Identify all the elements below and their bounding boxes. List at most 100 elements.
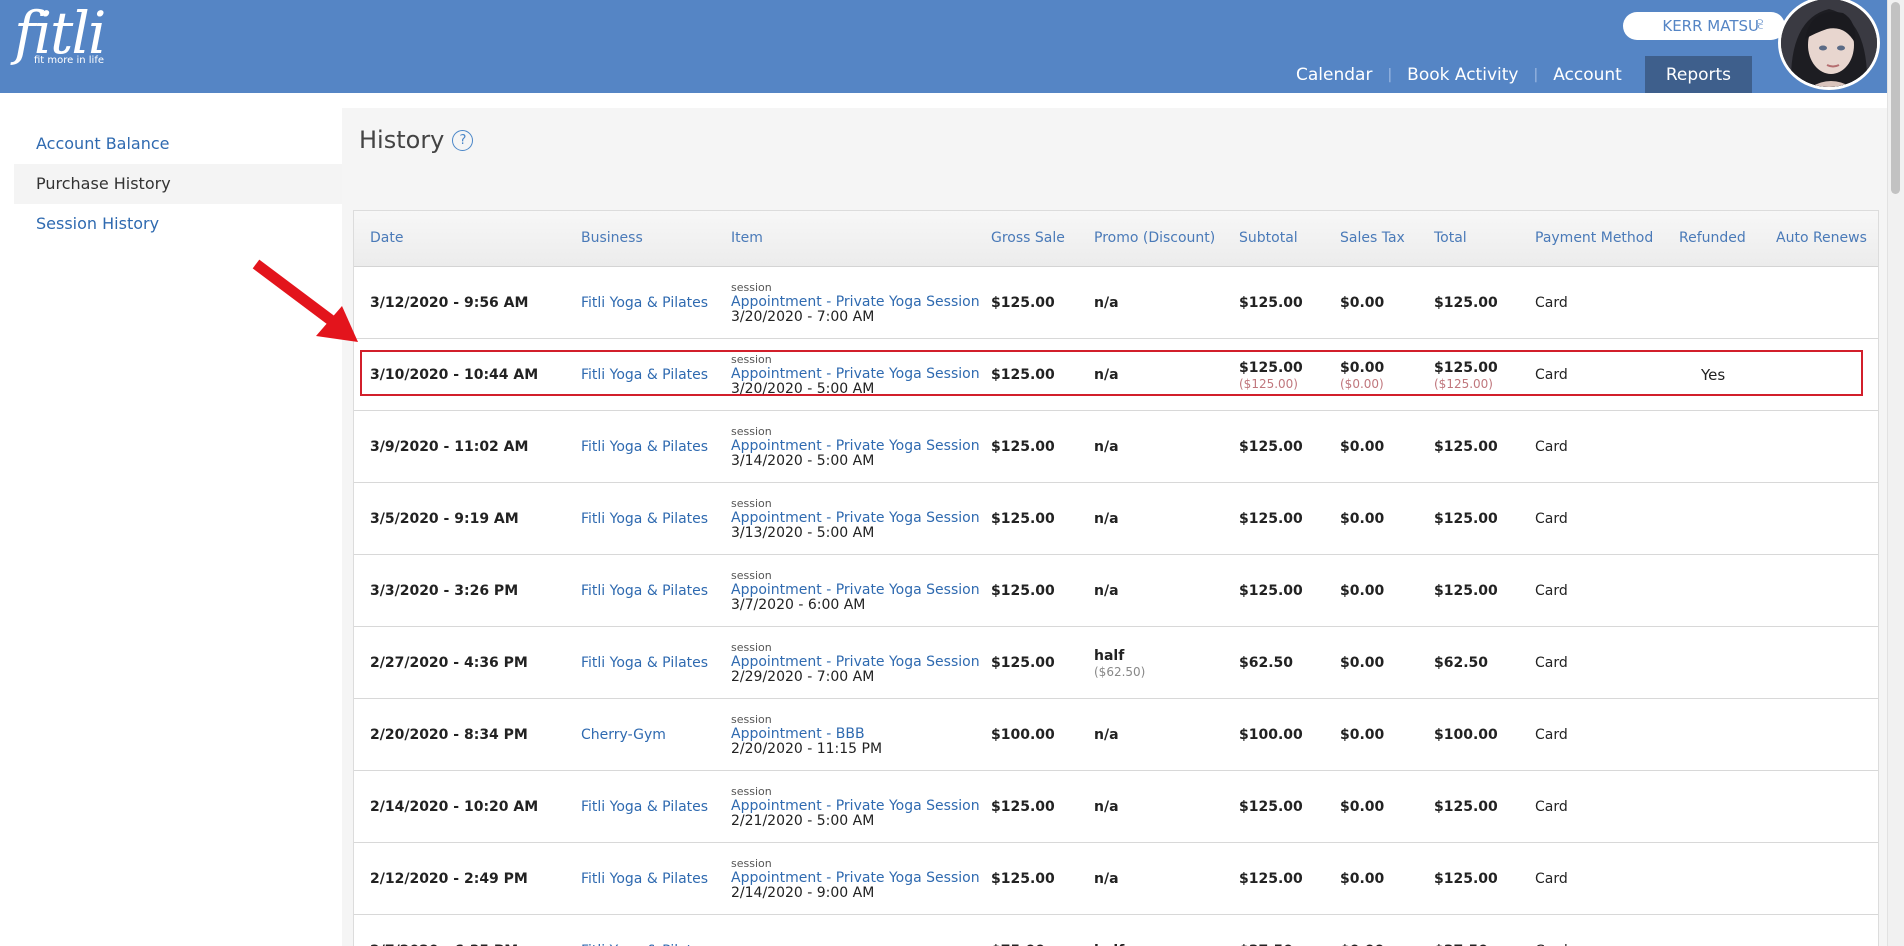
payment-method-text: Card (1535, 654, 1568, 671)
payment-method-text: Card (1535, 943, 1568, 946)
cell-payment-method: Card (1535, 267, 1568, 338)
col-total[interactable]: Total (1434, 230, 1467, 246)
sales-tax-value: $0.00 (1340, 654, 1385, 671)
promo-value: n/a (1094, 366, 1119, 383)
user-avatar[interactable] (1778, 0, 1880, 90)
col-gross-sale[interactable]: Gross Sale (991, 230, 1065, 246)
total-value: $37.50 (1434, 942, 1488, 946)
sales-tax-value: $0.00 (1340, 942, 1384, 946)
subtotal-value: $125.00 (1239, 798, 1303, 815)
cell-total: $125.00 (1434, 771, 1498, 842)
item-type: session (731, 425, 772, 438)
date-text: 3/9/2020 - 11:02 AM (370, 438, 529, 455)
fitli-logo[interactable]: fitli fit more in life (14, 0, 106, 67)
business-link[interactable]: Fitli Yoga & Pilates (581, 798, 709, 815)
subtotal-value: $125.00 (1239, 359, 1303, 376)
sales-tax-refund: ($0.00) (1340, 376, 1384, 391)
cell-sales-tax: $0.00 (1340, 771, 1384, 842)
nav-calendar[interactable]: Calendar (1296, 64, 1373, 85)
subtotal-value: $37.50 (1239, 942, 1293, 946)
cell-item: session Appointment - Private Yoga Sessi… (731, 339, 980, 410)
col-business[interactable]: Business (581, 230, 643, 246)
cell-gross-sale: $125.00 (991, 411, 1055, 482)
scrollbar-thumb[interactable] (1891, 2, 1900, 194)
business-link[interactable]: Fitli Yoga & Pilates (581, 366, 709, 383)
cell-gross-sale: $125.00 (991, 555, 1055, 626)
col-sales-tax[interactable]: Sales Tax (1340, 230, 1405, 246)
col-auto-renews[interactable]: Auto Renews (1776, 230, 1867, 246)
item-link[interactable]: Appointment - Private Yoga Session (731, 654, 980, 670)
subtotal-refund: ($125.00) (1239, 376, 1298, 391)
total-value: $125.00 (1434, 798, 1498, 815)
nav-book-activity[interactable]: Book Activity (1407, 64, 1519, 85)
main-content: History ? Date Business Item Gross Sale … (342, 108, 1888, 946)
help-icon[interactable]: ? (452, 129, 474, 151)
business-link[interactable]: Fitli Yoga & Pilates (581, 582, 709, 599)
cell-item: session Appointment - Private Yoga Sessi… (731, 267, 980, 338)
business-link[interactable]: Fitli Yoga & Pilates (581, 654, 709, 671)
item-link[interactable]: Appointment - Private Yoga Session (731, 510, 980, 526)
logo-wordmark: fitli (14, 0, 106, 67)
cell-payment-method: Card (1535, 771, 1568, 842)
total-value: $100.00 (1434, 726, 1498, 743)
item-link[interactable]: Appointment - Private Yoga Session (731, 798, 980, 814)
item-link[interactable]: Appointment - Private Yoga Session (731, 366, 980, 382)
cell-payment-method: Card (1535, 555, 1568, 626)
page-scrollbar[interactable] (1887, 0, 1904, 946)
cell-promo: n/a (1094, 555, 1119, 626)
col-date[interactable]: Date (370, 230, 404, 246)
item-link[interactable]: Appointment - BBB (731, 726, 865, 742)
table-header: Date Business Item Gross Sale Promo (Dis… (354, 211, 1878, 267)
cell-business: Cherry-Gym (581, 699, 666, 770)
date-text: 3/3/2020 - 3:26 PM (370, 582, 519, 599)
gross-sale-value: $125.00 (991, 366, 1055, 383)
cell-date: 2/27/2020 - 4:36 PM (370, 627, 528, 698)
col-payment-method[interactable]: Payment Method (1535, 230, 1654, 246)
item-link[interactable]: Appointment - Private Yoga Session (731, 870, 980, 886)
user-menu-button[interactable]: KERR MATSU ⫔ (1623, 12, 1785, 40)
business-link[interactable]: Fitli Yoga & Pilates (581, 943, 708, 946)
item-link[interactable]: Appointment - Private Yoga Session (731, 438, 980, 454)
gross-sale-value: $100.00 (991, 726, 1055, 743)
col-subtotal[interactable]: Subtotal (1239, 230, 1298, 246)
business-link[interactable]: Fitli Yoga & Pilates (581, 438, 709, 455)
sales-tax-value: $0.00 (1340, 510, 1385, 527)
nav-account[interactable]: Account (1553, 64, 1622, 85)
cell-gross-sale: $75.00 (991, 915, 1045, 946)
cell-item: session Appointment - Private Yoga Sessi… (731, 555, 980, 626)
payment-method-text: Card (1535, 870, 1568, 887)
item-datetime: 3/14/2020 - 5:00 AM (731, 453, 875, 469)
business-link[interactable]: Fitli Yoga & Pilates (581, 294, 709, 311)
nav-reports[interactable]: Reports (1644, 56, 1753, 93)
subtotal-value: $100.00 (1239, 726, 1303, 743)
main-nav: Calendar | Book Activity | Account Repor… (1283, 56, 1753, 93)
subtotal-value: $125.00 (1239, 510, 1303, 527)
business-link[interactable]: Fitli Yoga & Pilates (581, 510, 709, 527)
sidebar-item-session-history[interactable]: Session History (36, 214, 160, 233)
cell-payment-method: Card (1535, 915, 1568, 946)
payment-method-text: Card (1535, 510, 1568, 527)
gross-sale-value: $75.00 (991, 942, 1045, 946)
item-type: session (731, 785, 772, 798)
sales-tax-value: $0.00 (1340, 870, 1385, 887)
item-link[interactable]: Appointment - Private Yoga Session (731, 582, 980, 598)
table-row: 3/3/2020 - 3:26 PM Fitli Yoga & Pilates … (354, 555, 1878, 627)
sidebar-item-purchase-history[interactable]: Purchase History (14, 164, 342, 204)
business-link[interactable]: Fitli Yoga & Pilates (581, 870, 709, 887)
cell-sales-tax: $0.00 ($0.00) (1340, 339, 1384, 410)
total-value: $125.00 (1434, 438, 1498, 455)
cell-total: $62.50 (1434, 627, 1488, 698)
date-text: 2/27/2020 - 4:36 PM (370, 654, 528, 671)
business-link[interactable]: Cherry-Gym (581, 726, 666, 743)
col-promo[interactable]: Promo (Discount) (1094, 230, 1216, 246)
gross-sale-value: $125.00 (991, 438, 1055, 455)
col-refunded[interactable]: Refunded (1679, 230, 1746, 246)
item-link[interactable]: Appointment - Private Yoga Session (731, 294, 980, 310)
table-row: 2/14/2020 - 10:20 AM Fitli Yoga & Pilate… (354, 771, 1878, 843)
col-item[interactable]: Item (731, 230, 763, 246)
item-datetime: 3/13/2020 - 5:00 AM (731, 525, 875, 541)
promo-discount: ($62.50) (1094, 664, 1146, 679)
table-row: 3/9/2020 - 11:02 AM Fitli Yoga & Pilates… (354, 411, 1878, 483)
sidebar-item-account-balance[interactable]: Account Balance (36, 134, 170, 153)
cell-promo: half ($62.50) (1094, 627, 1145, 698)
